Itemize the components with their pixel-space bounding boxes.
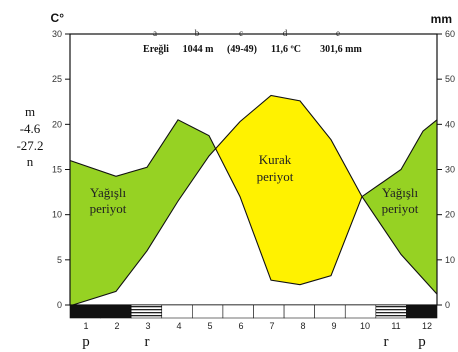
- bottom-label-p-left: p: [82, 334, 90, 350]
- side-label-n: n: [27, 154, 34, 169]
- month-label: 1: [83, 321, 88, 331]
- frost-bar-cell: [69, 304, 101, 319]
- month-label: 11: [391, 321, 400, 331]
- right-tick-label: 0: [445, 300, 450, 310]
- dry-period-line2: periyot: [257, 169, 294, 184]
- frost-bar-cell: [375, 304, 407, 319]
- temperature-line: [69, 94, 438, 307]
- month-label: 4: [176, 321, 181, 331]
- wet-period-area: [362, 119, 437, 295]
- left-tick-label: 10: [52, 210, 62, 220]
- frost-bar-cell: [314, 304, 346, 319]
- left-tick-label: 0: [57, 300, 62, 310]
- header-letter-e: e: [336, 28, 340, 38]
- frost-bar-cell: [192, 304, 224, 319]
- frost-bar-cell: [161, 304, 193, 319]
- header-letter-b: b: [195, 28, 200, 38]
- header-mean-temperature: 11,6 ºC: [271, 44, 301, 55]
- bottom-label-r-left: r: [145, 334, 150, 350]
- left-axis-unit: C°: [51, 11, 65, 25]
- frost-bar-cell: [283, 304, 315, 319]
- right-tick-label: 30: [445, 165, 455, 175]
- left-tick-label: 30: [52, 29, 62, 39]
- frost-bar-cell: [100, 304, 132, 319]
- left-tick-label: 20: [52, 119, 62, 129]
- frost-bar-cell: [222, 304, 254, 319]
- header-annual-precipitation: 301,6 mm: [320, 44, 362, 55]
- month-label: 7: [269, 321, 274, 331]
- wet-period-area: [70, 119, 216, 306]
- month-label: 2: [114, 321, 119, 331]
- side-label-min-value: -27.2: [16, 138, 43, 153]
- header-letter-d: d: [283, 28, 288, 38]
- frost-bar-cell: [344, 304, 377, 319]
- month-label: 12: [422, 321, 432, 331]
- left-tick-label: 25: [52, 74, 62, 84]
- frost-bar-cell: [253, 304, 285, 319]
- month-label: 10: [360, 321, 370, 331]
- header-observation-years: (49-49): [227, 44, 257, 55]
- month-label: 3: [145, 321, 150, 331]
- frost-bar-cell: [130, 304, 163, 319]
- bottom-label-r-right: r: [384, 334, 389, 350]
- side-label-m: m: [25, 104, 35, 119]
- month-label: 5: [207, 321, 212, 331]
- precipitation-line: [69, 119, 438, 286]
- month-label: 6: [238, 321, 243, 331]
- frost-bar-cell: [406, 304, 438, 319]
- wet-period-right-line1: Yağışlı: [382, 185, 419, 200]
- dry-period-area: [216, 95, 362, 285]
- side-label-max-value: -4.6: [20, 121, 41, 136]
- month-label: 8: [300, 321, 305, 331]
- wet-period-left-line1: Yağışlı: [90, 185, 127, 200]
- right-tick-label: 10: [445, 255, 455, 265]
- right-tick-label: 60: [445, 29, 455, 39]
- left-tick-label: 15: [52, 165, 62, 175]
- right-tick-label: 40: [445, 119, 455, 129]
- left-tick-label: 5: [57, 255, 62, 265]
- header-letter-c: c: [239, 28, 243, 38]
- bottom-label-p-right: p: [418, 334, 426, 350]
- wet-period-left-line2: periyot: [90, 201, 127, 216]
- header-letter-a: a: [153, 28, 157, 38]
- header-station-name: Ereğli: [143, 44, 169, 55]
- right-axis-unit: mm: [431, 12, 452, 26]
- dry-period-line1: Kurak: [259, 152, 292, 167]
- right-tick-label: 20: [445, 210, 455, 220]
- wet-period-right-line2: periyot: [382, 201, 419, 216]
- month-label: 9: [331, 321, 336, 331]
- right-tick-label: 50: [445, 74, 455, 84]
- header-elevation: 1044 m: [183, 44, 215, 55]
